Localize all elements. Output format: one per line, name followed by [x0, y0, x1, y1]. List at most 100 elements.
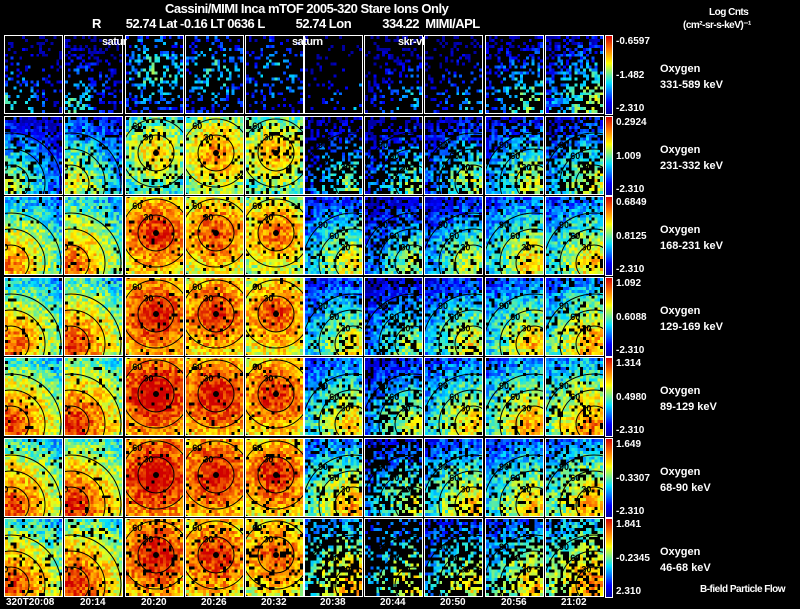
contour-line [394, 325, 422, 355]
heatmap-panel [545, 35, 604, 114]
contour-line [137, 456, 175, 494]
contour-label: 30 [65, 323, 68, 333]
contour-line [425, 212, 482, 251]
contour-label: 30 [5, 564, 8, 574]
contour-label: 90 [186, 358, 191, 361]
heatmap-panel [64, 35, 123, 114]
contour-label: 30 [460, 403, 470, 413]
contour-line [559, 550, 603, 596]
contour-line [5, 389, 46, 435]
heatmap-cells [186, 36, 243, 113]
contour-line [65, 244, 90, 274]
contour-line [65, 373, 122, 435]
contour-label: 90 [246, 439, 251, 442]
contour-label: 90 [378, 462, 388, 472]
saturn-marker [153, 150, 159, 156]
contour-line [559, 148, 603, 194]
contour-line [365, 454, 422, 493]
contour-label: 90 [559, 220, 569, 230]
panel-tag: saturn [292, 36, 323, 48]
contour-label: 90 [246, 117, 251, 120]
heatmap-panel [364, 35, 423, 114]
heatmap-panel [185, 35, 244, 114]
contour-line [318, 389, 362, 435]
contour-label: 60 [132, 523, 142, 533]
contour-label: 90 [499, 542, 509, 552]
row-label: Oxygen 89-129 keV [660, 383, 717, 415]
contour-line [378, 550, 422, 596]
contour-label: 90 [559, 140, 569, 150]
contour-label: 90 [559, 462, 569, 472]
contour-line [486, 132, 543, 171]
contour-label: 30 [340, 242, 350, 252]
contour-line [186, 279, 243, 349]
contour-line [438, 389, 482, 435]
contour-line [515, 405, 543, 435]
species-label: Oxygen [660, 466, 701, 478]
contour-label: 90 [126, 358, 131, 361]
contour-line [65, 228, 106, 274]
contour-label: 60 [252, 121, 262, 131]
contour-label: 30 [581, 162, 591, 172]
contour-line [197, 214, 235, 252]
heatmap-cells [126, 36, 183, 113]
contour-line [65, 325, 90, 355]
contour-line [126, 520, 183, 590]
contour-line [546, 454, 603, 493]
contour-label: 30 [203, 534, 213, 544]
species-label: Oxygen [660, 385, 701, 397]
contour-line [365, 132, 422, 171]
contour-label: 90 [438, 140, 448, 150]
contour-line [126, 279, 183, 349]
contour-line [5, 373, 62, 435]
contour-line [137, 295, 175, 333]
contour-label: 90 [438, 381, 448, 391]
contour-label: 60 [510, 231, 520, 241]
contour-line [334, 325, 362, 355]
contour-label: 30 [460, 564, 470, 574]
contour-line [318, 470, 362, 516]
contour-line [546, 534, 603, 573]
contour-line [65, 454, 122, 516]
contour-label: 30 [203, 373, 213, 383]
contour-label: 30 [340, 403, 350, 413]
contour-label: 30 [263, 373, 273, 383]
contour-label: 60 [389, 473, 399, 483]
saturn-marker [213, 391, 219, 397]
contour-line [257, 295, 295, 333]
saturn-marker [213, 150, 219, 156]
contour-label: 60 [570, 553, 580, 563]
contour-label: 90 [499, 301, 509, 311]
heatmap-grid: 3060903060903060903060903060903060903060… [4, 35, 604, 600]
contour-line [305, 373, 362, 412]
contour-label: 30 [340, 162, 350, 172]
saturn-marker [153, 472, 159, 478]
contour-line [378, 309, 422, 355]
panel-tag: skr-vl [398, 36, 425, 48]
contour-label: 30 [521, 323, 531, 333]
contour-line [5, 534, 62, 596]
x-tick-label: 20:26 [201, 597, 227, 608]
contour-line [257, 456, 295, 494]
contour-line [546, 132, 603, 171]
